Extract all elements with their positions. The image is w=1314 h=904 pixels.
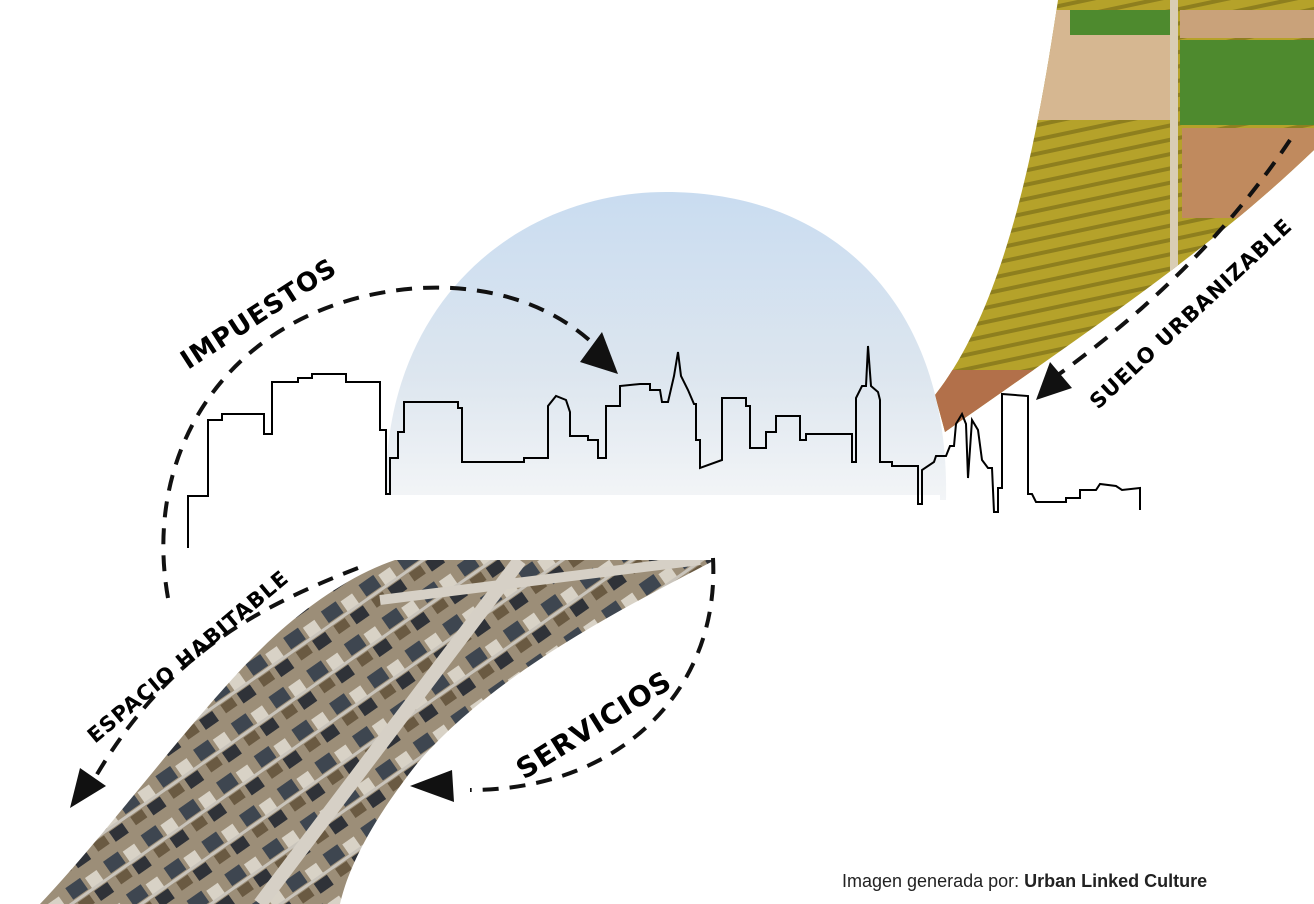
cycle-arrows [86,138,1292,792]
sky-dome [385,192,947,500]
servicios-arrowhead [410,770,454,802]
servicios-label: SERVICIOS [510,664,677,786]
image-credit: Imagen generada por: Urban Linked Cultur… [842,871,1207,892]
impuestos-label: IMPUESTOS [175,253,342,376]
suelo-arc [1046,138,1292,384]
espacio-arrowhead [70,768,106,808]
credit-prefix: Imagen generada por: [842,871,1025,891]
impuestos-arc [161,285,602,599]
espacio-arc [86,566,359,791]
impuestos-arrowhead [580,332,618,374]
city-skyline [187,345,1141,548]
credit-author: Urban Linked Culture [1024,871,1208,891]
farmland-image [935,0,1314,432]
ground-band [380,495,940,560]
suelo-arrowhead [1036,362,1072,400]
